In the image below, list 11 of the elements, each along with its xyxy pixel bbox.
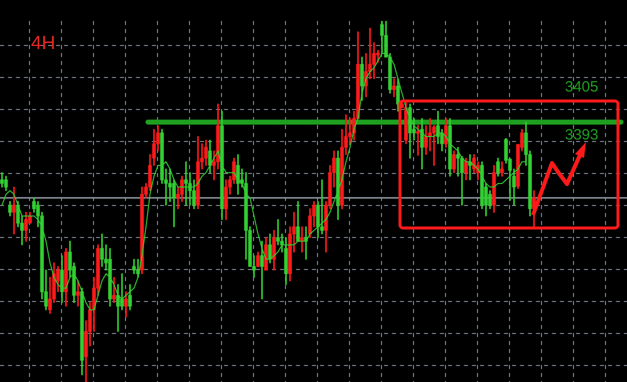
text: 3405 [565, 78, 598, 96]
candlestick [260, 240, 264, 300]
candlestick [320, 180, 324, 234]
candlestick [168, 168, 172, 202]
candlestick [12, 186, 16, 234]
candlestick [392, 78, 396, 98]
candlestick [184, 161, 188, 206]
text: 3393 [565, 126, 598, 144]
candlestick [76, 280, 80, 307]
text: 4H [31, 33, 56, 55]
candlestick [416, 125, 420, 156]
